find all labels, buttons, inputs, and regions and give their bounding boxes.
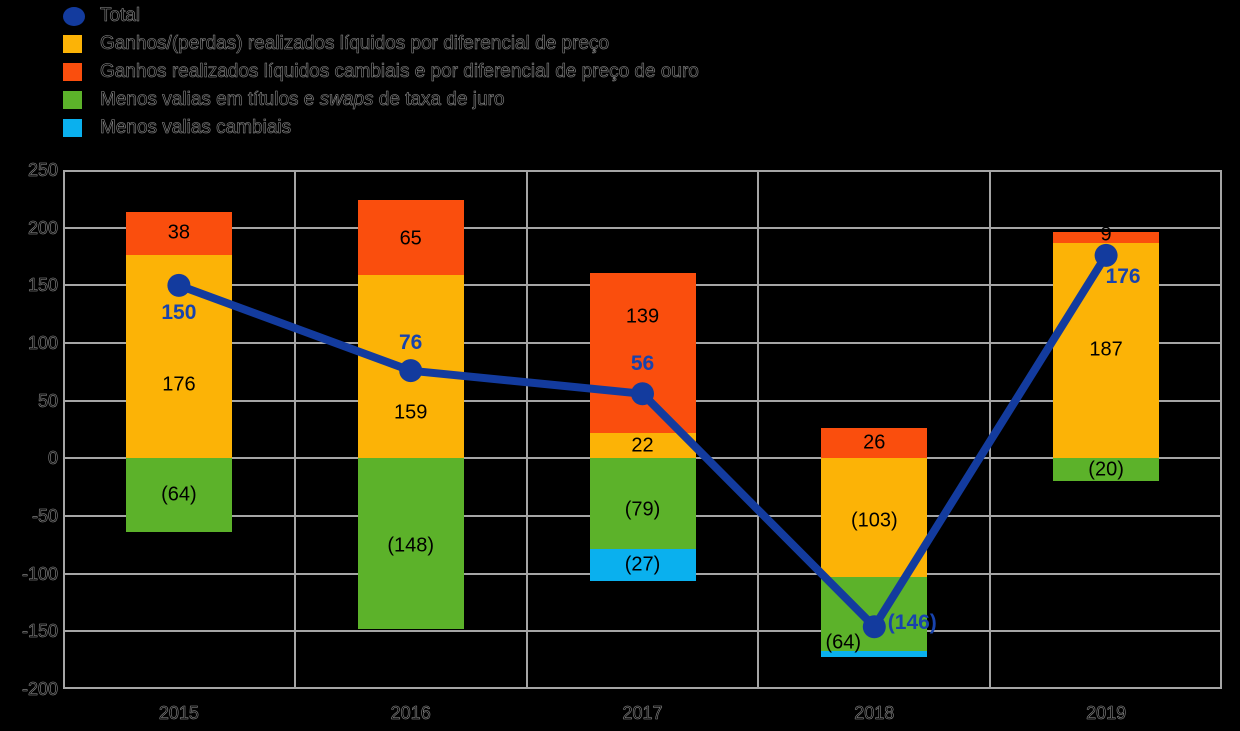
- x-tick-label: 2016: [390, 703, 431, 724]
- bar-segment-label: 38: [167, 221, 191, 244]
- chart-legend: Total Ganhos/(perdas) realizados líquidos…: [63, 2, 823, 142]
- y-tick-label: 200: [27, 217, 59, 238]
- bar-segment-label: 9: [1100, 223, 1112, 246]
- y-tick-label: 50: [37, 390, 59, 411]
- bar-segment: [357, 199, 464, 275]
- x-tick-label: 2018: [854, 703, 895, 724]
- legend-label-text: de taxa de juro: [373, 89, 505, 111]
- bar-segment: [589, 272, 696, 433]
- y-tick-label: 250: [27, 160, 59, 181]
- total-value-label: (146): [887, 610, 937, 634]
- bar-segment-label: (148): [387, 534, 435, 557]
- legend-square-marker: [63, 119, 82, 137]
- y-tick-label: -200: [21, 679, 59, 700]
- bar-segment: [125, 211, 232, 256]
- bar-segment-label: 22: [631, 434, 654, 457]
- x-tick-label: 2017: [622, 703, 663, 724]
- total-value-label: 56: [630, 351, 655, 375]
- y-tick-label: -150: [21, 621, 59, 642]
- legend-label-text: swaps: [319, 89, 374, 111]
- gridline: [989, 172, 992, 687]
- bar-segment-label: (27): [624, 553, 661, 576]
- bar-segment-label: 176: [162, 373, 196, 396]
- legend-label: Ganhos/(perdas) realizados líquidos por …: [100, 30, 610, 58]
- total-value-label: 76: [399, 330, 423, 354]
- bar-segment-label: 159: [394, 401, 428, 424]
- y-tick-label: 150: [27, 275, 59, 296]
- plot-area: 176 38 (64) 159 65 (148) 22 139 (79) (27) (103) 26 (…: [63, 170, 1222, 689]
- bar-segment-label: 26: [863, 431, 886, 454]
- bar-segment-label: 139: [625, 305, 660, 328]
- bar-segment-label: (103): [850, 509, 898, 532]
- legend-label: Menos valias em títulos e swaps de taxa …: [100, 86, 505, 114]
- y-tick-label: 100: [27, 333, 59, 354]
- bar-segment-label: (20): [1088, 458, 1124, 481]
- bar-segment: [821, 458, 928, 578]
- gridline: [65, 226, 1220, 229]
- legend-label-text: Total: [100, 5, 141, 27]
- x-tick-label: 2015: [158, 703, 200, 724]
- legend-label-text: Ganhos/(perdas) realizados líquidos por …: [100, 33, 610, 55]
- legend-label-text: Menos valias cambiais: [100, 117, 292, 139]
- gridline: [525, 172, 528, 687]
- total-point: [1094, 243, 1118, 267]
- bar-segment: [125, 458, 232, 533]
- bar-segment: [821, 650, 928, 657]
- total-point: [631, 382, 654, 406]
- legend-label-text: Ganhos realizados líquidos cambiais e po…: [100, 61, 699, 83]
- total-line-layer: [167, 243, 1118, 639]
- total-line: [177, 253, 1110, 634]
- legend-square-marker: [63, 63, 82, 81]
- bar-segment: [589, 432, 696, 459]
- legend-item: Menos valias cambiais: [63, 114, 823, 142]
- total-point: [862, 615, 886, 639]
- bar-segment: [1053, 232, 1160, 243]
- gridline: [65, 630, 1220, 633]
- total-point: [399, 359, 423, 383]
- legend-square-marker: [63, 91, 82, 109]
- gridline: [293, 172, 296, 687]
- legend-label: Ganhos realizados líquidos cambiais e po…: [100, 58, 699, 86]
- bar-segment: [1053, 458, 1160, 482]
- bar-segment-label: (79): [624, 498, 661, 521]
- bar-segment: [589, 549, 696, 581]
- bar-segment-label: 65: [399, 227, 422, 250]
- legend-label: Total: [100, 2, 141, 30]
- total-value-label: 176: [1105, 265, 1141, 289]
- legend-item: Menos valias em títulos e swaps de taxa …: [63, 86, 823, 114]
- legend-label: Menos valias cambiais: [100, 114, 292, 142]
- legend-item: Total: [63, 2, 823, 30]
- y-tick-label: -50: [31, 506, 59, 527]
- bar-segment-label: 187: [1089, 338, 1123, 361]
- bar-segment: [357, 458, 464, 630]
- y-tick-label: 0: [47, 448, 59, 469]
- legend-label-text: Menos valias em títulos e: [100, 89, 320, 111]
- bar-segment-label: (64): [825, 631, 862, 654]
- legend-item: Ganhos realizados líquidos cambiais e po…: [63, 58, 823, 86]
- bar-segment: [821, 428, 928, 459]
- bar-segment: [589, 458, 696, 550]
- legend-item: Ganhos/(perdas) realizados líquidos por …: [63, 30, 823, 58]
- y-tick-label: -100: [21, 563, 59, 584]
- total-value-label: 150: [161, 301, 197, 325]
- legend-circle-marker: [63, 7, 85, 26]
- bar-segment-label: (64): [161, 483, 197, 506]
- legend-square-marker: [63, 35, 82, 53]
- total-point: [167, 273, 191, 297]
- bar-segment: [1053, 242, 1160, 459]
- x-tick-label: 2019: [1086, 703, 1127, 724]
- gridline: [757, 172, 760, 687]
